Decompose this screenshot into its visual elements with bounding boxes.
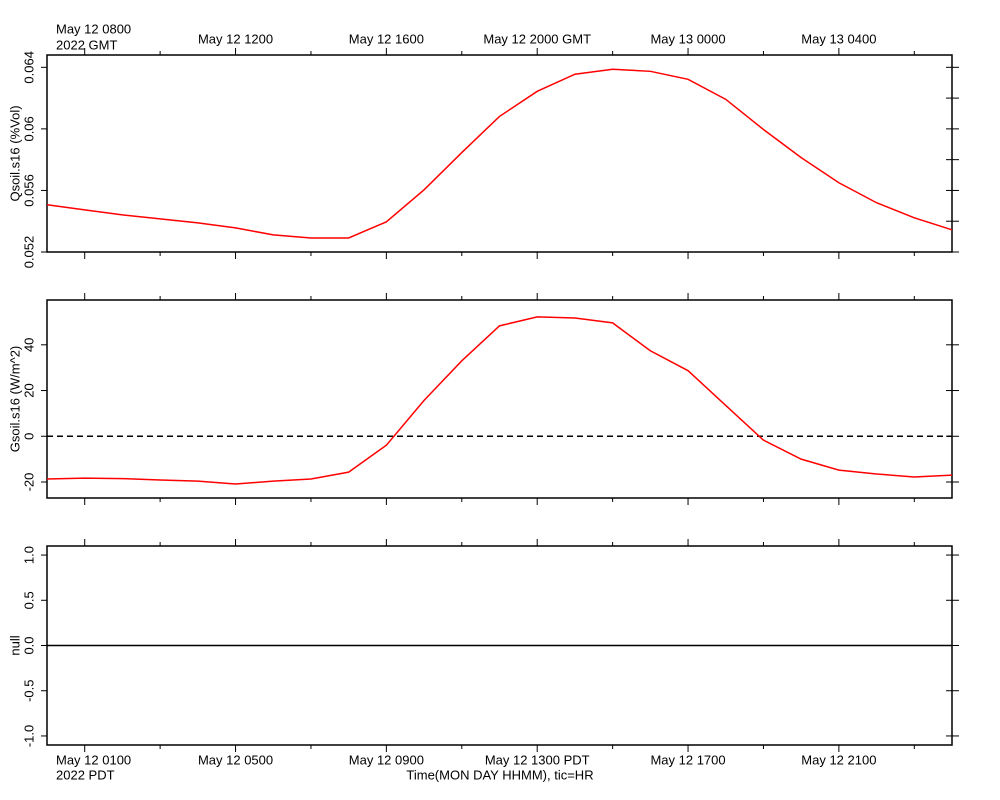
y-tick-label: -20 — [21, 473, 36, 492]
y-tick-label: 0.052 — [21, 236, 36, 269]
data-line — [46, 316, 953, 485]
data-line — [46, 68, 953, 239]
x-tick-label: May 12 1300 PDT — [485, 752, 590, 767]
x-tick-label: May 12 0500 — [198, 752, 273, 767]
y-tick-label: 0.064 — [21, 51, 36, 84]
x-tick-label: May 12 0900 — [349, 752, 424, 767]
y-tick-label: 0.5 — [21, 591, 36, 609]
x-tick-label: May 12 1700 — [650, 752, 725, 767]
y-axis-label: null — [7, 635, 22, 655]
top-x-tick-label: May 13 0000 — [650, 31, 725, 46]
top-x-tick-label: May 12 2000 GMT — [483, 31, 591, 46]
y-axis-label: Qsoil.s16 (%Vol) — [7, 105, 22, 201]
x-note: 2022 PDT — [56, 767, 115, 782]
top-x-note: 2022 GMT — [56, 37, 117, 52]
x-axis-label: Time(MON DAY HHMM), tic=HR — [406, 767, 593, 782]
x-tick-label: May 12 0100 — [56, 752, 131, 767]
top-x-tick-label: May 13 0400 — [801, 31, 876, 46]
y-tick-label: 1.0 — [21, 546, 36, 564]
y-tick-label: 0.0 — [21, 636, 36, 654]
top-x-tick-label: May 12 1600 — [349, 31, 424, 46]
y-tick-label: 40 — [21, 338, 36, 352]
y-tick-label: 0.06 — [21, 116, 36, 141]
y-tick-label: 0 — [21, 433, 36, 440]
y-axis-label: Gsoil.s16 (W/m^2) — [7, 346, 22, 453]
y-tick-label: 20 — [21, 383, 36, 397]
plot-frame — [46, 299, 953, 499]
top-x-tick-label: May 12 0800 — [56, 21, 131, 36]
y-tick-label: -1.0 — [21, 725, 36, 747]
top-x-tick-label: May 12 1200 — [198, 31, 273, 46]
x-tick-label: May 12 2100 — [801, 752, 876, 767]
plot-frame — [46, 54, 953, 253]
y-tick-label: -0.5 — [21, 680, 36, 702]
y-tick-label: 0.056 — [21, 174, 36, 207]
